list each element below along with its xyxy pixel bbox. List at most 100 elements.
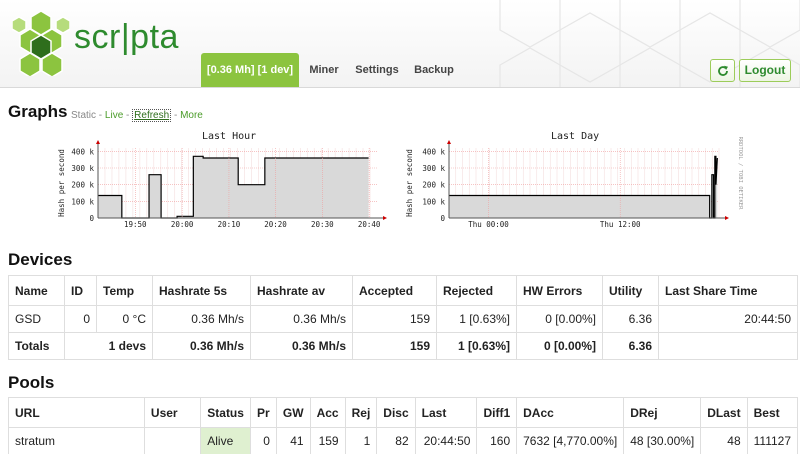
cell: 48: [700, 427, 748, 454]
last-hour-chart: 0 100 k 200 k 300 k 400 k 19:50 20:00 20:10 20:2…: [58, 140, 387, 229]
col-dlast: DLast: [700, 397, 748, 428]
col-hashrate-av: Hashrate av: [250, 275, 353, 306]
cell: 0 °C: [96, 305, 153, 333]
cell: GSD: [8, 305, 65, 333]
col-id: ID: [64, 275, 97, 306]
col-hw-errors: HW Errors: [516, 275, 603, 306]
cell: 20:44:50: [414, 427, 478, 454]
cell: 0.36 Mh/s: [152, 305, 251, 333]
pools-heading: Pools: [8, 373, 55, 392]
last-day-chart: 0 100 k 200 k 300 k 400 k Thu 00:00 Thu 12:00 H…: [406, 137, 743, 229]
y-tick-label: 400 k: [422, 147, 445, 156]
col-rejected: Rejected: [436, 275, 517, 306]
chart-title-last-day: Last Day: [551, 131, 600, 142]
chart-title-last-hour: Last Hour: [202, 131, 257, 142]
cell: 0: [249, 427, 277, 454]
hashrate-line: [449, 155, 718, 219]
col-user: User: [143, 397, 202, 428]
refresh-button[interactable]: [710, 59, 735, 82]
cell: 0 [0.00%]: [516, 305, 603, 333]
mode-live[interactable]: Live: [104, 110, 124, 121]
col-disc: Disc: [376, 397, 416, 428]
cell: stratum: [8, 427, 145, 454]
col-url: URL: [8, 397, 145, 428]
y-axis-label: Hash per second: [406, 149, 414, 217]
x-tick-label: 20:00: [171, 220, 194, 229]
col-gw: GW: [275, 397, 311, 428]
col-name: Name: [8, 275, 65, 306]
cell: [143, 427, 202, 454]
cell: 159: [352, 332, 437, 360]
x-axis-arrow: [383, 216, 387, 220]
x-tick-label: Thu 12:00: [600, 220, 641, 229]
x-tick-label: 20:20: [264, 220, 287, 229]
col-pr: Pr: [249, 397, 277, 428]
cell: Totals: [8, 332, 65, 360]
devices-header-row: Name ID Temp Hashrate 5s Hashrate av Acc…: [8, 275, 798, 306]
table-row: stratum Alive 0 41 159 1 82 20:44:50 160…: [8, 427, 799, 454]
cell: 1: [344, 427, 378, 454]
totals-row: Totals 1 devs 0.36 Mh/s 0.36 Mh/s 159 1 …: [8, 332, 798, 360]
tab-backup[interactable]: Backup: [414, 64, 454, 76]
cell: 1 devs: [64, 332, 153, 360]
col-dacc: DAcc: [516, 397, 625, 428]
pools-header-row: URL User Status Pr GW Acc Rej Disc Last …: [8, 397, 799, 428]
col-status: Status: [200, 397, 251, 428]
y-tick-label: 0: [440, 214, 445, 223]
y-tick-label: 0: [89, 214, 94, 223]
y-tick-label: 400 k: [71, 147, 94, 156]
mode-static[interactable]: Static: [71, 110, 97, 121]
cell: 159: [352, 305, 437, 333]
pools-table: URL User Status Pr GW Acc Rej Disc Last …: [8, 397, 799, 454]
cell: [658, 332, 798, 360]
cell: 7632 [4,770.00%]: [516, 427, 625, 454]
cell: 0: [64, 305, 97, 333]
cell: 0.36 Mh/s: [250, 305, 353, 333]
y-axis-arrow: [96, 140, 100, 144]
mode-refresh[interactable]: Refresh: [132, 109, 172, 122]
col-best: Best: [746, 397, 799, 428]
y-axis-arrow: [447, 140, 451, 144]
graph-mode-links: Static - Live - Refresh - More: [71, 109, 203, 122]
x-tick-label: Thu 00:00: [468, 220, 509, 229]
col-utility: Utility: [602, 275, 659, 306]
header: scr|pta [0.36 Mh] [1 dev] Miner Settings…: [0, 0, 800, 88]
hashrate-area: [98, 156, 369, 218]
cell: 1 [0.63%]: [436, 332, 517, 360]
devices-table: Name ID Temp Hashrate 5s Hashrate av Acc…: [8, 275, 798, 360]
graphs-heading: Graphs: [8, 102, 68, 121]
y-tick-label: 300 k: [71, 164, 94, 173]
y-tick-label: 100 k: [422, 197, 445, 206]
tab-settings[interactable]: Settings: [355, 64, 399, 76]
y-tick-label: 200 k: [71, 181, 94, 190]
hexagon-background: [499, 0, 800, 87]
tab-miner[interactable]: Miner: [309, 64, 339, 76]
table-row: GSD 0 0 °C 0.36 Mh/s 0.36 Mh/s 159 1 [0.…: [8, 305, 798, 333]
col-diff1: Diff1: [476, 397, 518, 428]
cell: 0 [0.00%]: [516, 332, 603, 360]
col-rej: Rej: [344, 397, 378, 428]
col-hashrate-5s: Hashrate 5s: [152, 275, 251, 306]
logout-button[interactable]: Logout: [739, 59, 791, 82]
brand-name: scr|pta: [74, 18, 179, 56]
y-tick-label: 100 k: [71, 197, 94, 206]
col-drej: DRej: [623, 397, 702, 428]
cell: 160: [476, 427, 518, 454]
y-axis-label: Hash per second: [58, 149, 66, 217]
x-tick-label: 20:30: [311, 220, 334, 229]
refresh-icon: [717, 65, 728, 76]
x-tick-label: 20:40: [358, 220, 381, 229]
status-badge: Alive: [200, 427, 251, 454]
col-accepted: Accepted: [352, 275, 437, 306]
tab-status[interactable]: [0.36 Mh] [1 dev]: [201, 53, 299, 87]
x-tick-label: 20:10: [218, 220, 241, 229]
cell: 0.36 Mh/s: [152, 332, 251, 360]
rrdtool-credit: RRDTOOL / TOBI OETIKER: [737, 137, 743, 211]
col-temp: Temp: [96, 275, 153, 306]
mode-more[interactable]: More: [180, 110, 203, 121]
hashrate-area: [449, 156, 718, 218]
cell: 159: [309, 427, 346, 454]
x-axis-arrow: [725, 216, 729, 220]
cell: 1 [0.63%]: [436, 305, 517, 333]
devices-heading: Devices: [8, 250, 73, 269]
